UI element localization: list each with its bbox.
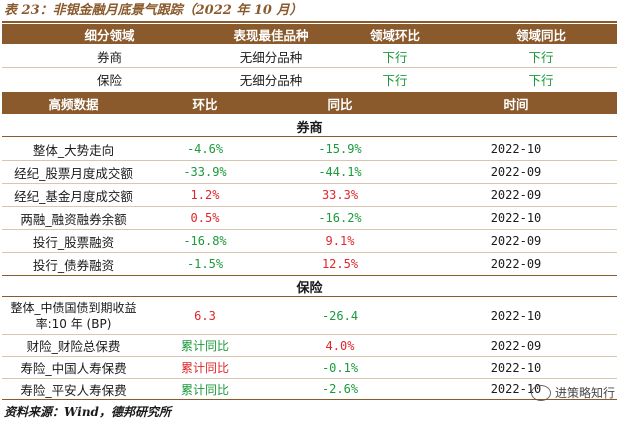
item-cell: 经纪_股票月度成交额 xyxy=(14,165,133,181)
watermark-text: 进策略知行 xyxy=(554,386,615,400)
table-row: 投行_股票融资 -16.8% 9.1% 2022-09 xyxy=(2,230,617,252)
mom-cell: 下行 xyxy=(382,49,408,65)
col-header-field: 细分领域 xyxy=(84,27,135,43)
mom-cell: 累计同比 xyxy=(180,339,229,353)
section-brokerage: 券商 xyxy=(2,116,617,136)
table-row: 投行_债券融资 -1.5% 12.5% 2022-09 xyxy=(2,253,617,275)
row-divider xyxy=(2,206,617,207)
yoy-cell: 下行 xyxy=(528,72,554,88)
watermark: 进策略知行 xyxy=(530,384,615,401)
mom-cell: -16.8% xyxy=(183,234,227,248)
row-divider xyxy=(2,67,617,68)
item-cell: 经纪_基金月度成交额 xyxy=(14,188,133,204)
time-cell: 2022-09 xyxy=(490,234,542,248)
hf-table-header: 高频数据 环比 同比 时间 xyxy=(2,92,617,114)
col-header-time: 时间 xyxy=(503,96,529,112)
mom-cell: -33.9% xyxy=(183,165,227,179)
bottom-rule xyxy=(2,399,617,400)
mom-cell: -1.5% xyxy=(186,257,224,271)
time-cell: 2022-09 xyxy=(490,188,542,202)
yoy-cell: 下行 xyxy=(528,49,554,65)
mom-cell: -4.6% xyxy=(186,142,224,156)
table-row: 经纪_基金月度成交额 1.2% 33.3% 2022-09 xyxy=(2,184,617,206)
table-row: 经纪_股票月度成交额 -33.9% -44.1% 2022-09 xyxy=(2,161,617,183)
best-cell: 无细分品种 xyxy=(239,49,303,65)
yoy-cell: 4.0% xyxy=(325,338,355,353)
source-note: 资料来源：Wind，德邦研究所 xyxy=(4,405,171,419)
wechat-icon xyxy=(530,384,551,401)
item-cell: 寿险_中国人寿保费 xyxy=(20,361,127,376)
table-row: 整体_大势走向 -4.6% -15.9% 2022-10 xyxy=(2,138,617,160)
item-cell: 寿险_平安人寿保费 xyxy=(20,382,127,398)
section-rule xyxy=(2,136,617,137)
row-divider xyxy=(2,252,617,253)
col-header-yoy: 同比 xyxy=(327,96,353,112)
mom-cell: 6.3 xyxy=(194,309,216,323)
row-divider xyxy=(2,229,617,230)
yoy-cell: 33.3% xyxy=(321,188,359,202)
col-header-mom: 领域环比 xyxy=(369,27,420,43)
table-row: 券商 无细分品种 下行 下行 xyxy=(2,45,617,67)
mom-cell: 累计同比 xyxy=(180,361,229,375)
row-divider xyxy=(2,183,617,184)
time-cell: 2022-10 xyxy=(490,309,542,323)
table-title: 表 23：非银金融月底景气跟踪（2022 年 10 月） xyxy=(4,3,303,18)
table-row: 保险 无细分品种 下行 下行 xyxy=(2,68,617,90)
time-cell: 2022-09 xyxy=(490,338,542,353)
item-cell: 整体_中债国债到期收益率:10 年 (BP) xyxy=(10,301,137,331)
section-rule xyxy=(2,275,617,276)
yoy-cell: -2.6% xyxy=(321,382,359,396)
row-divider xyxy=(2,356,617,357)
col-header-best: 表现最佳品种 xyxy=(233,27,309,43)
table-row: 两融_融资融券余额 0.5% -16.2% 2022-10 xyxy=(2,207,617,229)
col-header-mom: 环比 xyxy=(192,96,218,112)
table-row: 整体_中债国债到期收益率:10 年 (BP) 6.3 -26.4 2022-10 xyxy=(2,298,617,334)
yoy-cell: -15.9% xyxy=(318,142,362,156)
col-header-item: 高频数据 xyxy=(48,96,99,112)
col-header-yoy: 领域同比 xyxy=(515,27,566,43)
section-label: 券商 xyxy=(296,120,323,136)
title-rule xyxy=(2,21,617,23)
row-divider xyxy=(2,378,617,379)
mom-cell: 累计同比 xyxy=(180,382,229,397)
mom-cell: 1.2% xyxy=(190,188,220,202)
field-cell: 保险 xyxy=(96,72,122,88)
time-cell: 2022-10 xyxy=(490,360,542,375)
yoy-cell: 12.5% xyxy=(321,257,359,271)
section-label: 保险 xyxy=(296,280,323,296)
table-row: 寿险_中国人寿保费 累计同比 -0.1% 2022-10 xyxy=(2,357,617,378)
row-divider xyxy=(2,334,617,335)
yoy-cell: -16.2% xyxy=(318,211,362,225)
row-divider xyxy=(2,160,617,161)
table-row: 寿险_平安人寿保费 累计同比 -2.6% 2022-10 xyxy=(2,379,617,399)
mom-cell: 下行 xyxy=(382,72,408,88)
section-insurance: 保险 xyxy=(2,276,617,296)
time-cell: 2022-09 xyxy=(490,165,542,179)
best-cell: 无细分品种 xyxy=(239,72,303,88)
yoy-cell: -44.1% xyxy=(318,165,362,179)
yoy-cell: 9.1% xyxy=(325,234,355,248)
item-cell: 财险_财险总保费 xyxy=(26,339,121,354)
time-cell: 2022-10 xyxy=(490,211,542,225)
section-rule xyxy=(2,296,617,297)
table-row: 财险_财险总保费 累计同比 4.0% 2022-09 xyxy=(2,335,617,356)
mom-cell: 0.5% xyxy=(190,211,220,225)
top-table-header: 细分领域 表现最佳品种 领域环比 领域同比 xyxy=(2,24,617,44)
time-cell: 2022-10 xyxy=(490,142,542,156)
field-cell: 券商 xyxy=(96,49,122,65)
item-cell: 整体_大势走向 xyxy=(32,142,115,158)
yoy-cell: -26.4 xyxy=(321,309,359,323)
time-cell: 2022-10 xyxy=(490,382,542,396)
time-cell: 2022-09 xyxy=(490,257,542,271)
item-cell: 两融_融资融券余额 xyxy=(20,211,127,227)
item-cell: 投行_债券融资 xyxy=(32,257,115,273)
item-cell: 投行_股票融资 xyxy=(32,234,115,250)
yoy-cell: -0.1% xyxy=(321,360,359,375)
